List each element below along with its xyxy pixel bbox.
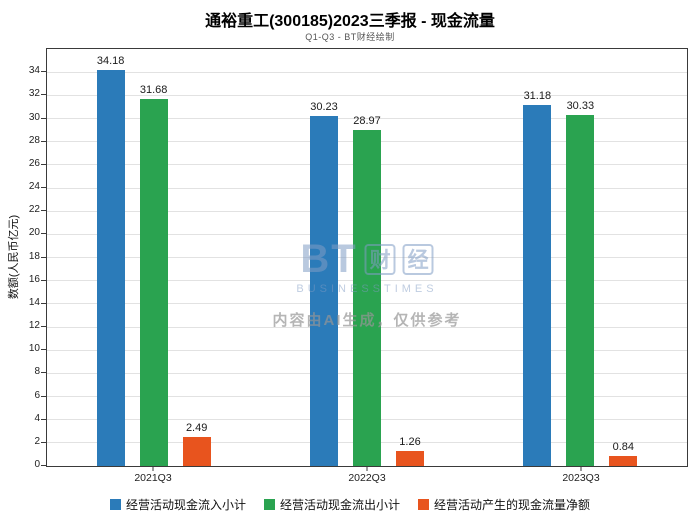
y-tick-label: 32 [28, 88, 40, 100]
legend-label: 经营活动现金流出小计 [279, 498, 400, 512]
bar-column: 0.84 [609, 49, 638, 466]
bar-column: 31.68 [139, 49, 168, 466]
bar-value-label: 34.18 [96, 55, 125, 68]
y-tick-label: 30 [28, 111, 40, 123]
bar [609, 456, 638, 466]
bar-value-label: 1.26 [399, 436, 421, 449]
chart-subtitle: Q1-Q3 - BT财经绘制 [305, 32, 395, 42]
legend-swatch [418, 499, 429, 510]
legend-swatch [263, 499, 275, 510]
legend: 经营活动现金流入小计 经营活动现金流出小计 经营活动产生的现金流量净额 [0, 496, 700, 513]
x-tick-mark [366, 467, 368, 471]
bar-column: 34.18 [96, 49, 125, 466]
legend-label: 经营活动产生的现金流量净额 [434, 498, 591, 512]
y-tick-label: 26 [28, 157, 40, 169]
bar-group: 30.23 28.97 1.26 [310, 49, 424, 466]
x-tick-mark [152, 467, 154, 471]
bar [566, 114, 595, 466]
bar [353, 130, 381, 466]
y-tick-label: 34 [28, 65, 40, 77]
y-tick-label: 8 [34, 366, 40, 378]
bar-column: 31.18 [523, 49, 552, 466]
legend-item: 经营活动现金流出小计 [263, 496, 400, 513]
bar-value-label: 30.33 [566, 99, 595, 112]
bar-value-label: 28.97 [353, 115, 381, 128]
legend-swatch [109, 499, 121, 510]
y-tick-label: 24 [28, 181, 40, 192]
bar-value-label: 2.49 [185, 422, 208, 435]
y-tick-label: 6 [34, 389, 40, 401]
bar [96, 70, 125, 466]
bar-value-label: 30.23 [310, 100, 338, 113]
bar [396, 451, 424, 466]
y-tick-label: 4 [34, 412, 40, 424]
gridline [47, 71, 687, 73]
bar [182, 437, 211, 466]
bar [139, 99, 168, 466]
x-tick-mark [580, 467, 582, 471]
gridline [47, 118, 687, 119]
legend-item: 经营活动现金流入小计 [109, 496, 246, 513]
bar-column: 1.26 [396, 49, 424, 466]
bar [523, 104, 552, 466]
y-tick-label: 0 [34, 459, 40, 470]
y-axis-label: 数额(人民币亿元) [8, 214, 20, 300]
plot-area: BT 财 经 BUSINESSTIMES 内容由AI生成，仅供参考 34.18 3… [46, 48, 688, 467]
bar-value-label: 0.84 [612, 441, 635, 454]
y-tick-label: 28 [28, 134, 40, 146]
x-tick-label: 2022Q3 [348, 472, 386, 484]
gridline [47, 94, 687, 96]
bar-column: 28.97 [353, 49, 381, 466]
y-tick-label: 12 [28, 320, 40, 331]
bar-column: 2.49 [182, 49, 211, 466]
bar-value-label: 31.18 [523, 89, 552, 102]
legend-label: 经营活动现金流入小计 [125, 498, 246, 512]
chart-title: 通裕重工(300185)2023三季报 - 现金流量 [205, 13, 495, 30]
bar [310, 115, 338, 466]
x-tick-label: 2023Q3 [562, 472, 600, 484]
bar-group: 34.18 31.68 2.49 [96, 49, 211, 466]
y-tick-label: 10 [28, 343, 40, 355]
bar-column: 30.23 [310, 49, 338, 466]
x-tick-label: 2021Q3 [134, 472, 172, 484]
y-tick-label: 2 [34, 435, 40, 447]
bar-column: 30.33 [566, 49, 595, 466]
bar-value-label: 31.68 [139, 84, 168, 97]
bar-group: 31.18 30.33 0.84 [523, 49, 638, 466]
legend-item: 经营活动产生的现金流量净额 [418, 496, 590, 513]
